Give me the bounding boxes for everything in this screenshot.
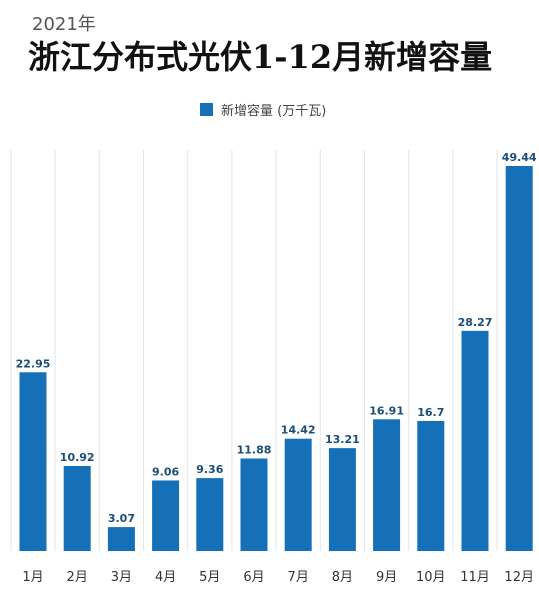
bar-11月 xyxy=(461,330,489,551)
data-label: 10.92 xyxy=(60,451,95,464)
bar-1月 xyxy=(19,372,47,551)
x-tick-label: 2月 xyxy=(67,570,88,585)
x-tick-label: 3月 xyxy=(111,570,132,585)
data-label: 22.95 xyxy=(16,357,51,370)
bar-5月 xyxy=(196,478,224,551)
data-label: 3.07 xyxy=(108,512,135,525)
legend: 新增容量 (万千瓦) xyxy=(200,100,326,119)
data-label: 16.91 xyxy=(369,404,404,417)
x-tick-label: 12月 xyxy=(504,570,534,585)
data-label: 16.7 xyxy=(417,406,444,419)
legend-swatch xyxy=(200,103,213,116)
chart-title: 浙江分布式光伏1-12月新增容量 xyxy=(28,38,493,76)
bar-3月 xyxy=(107,527,135,551)
x-tick-label: 6月 xyxy=(243,570,264,585)
bar-8月 xyxy=(328,448,356,551)
bar-4月 xyxy=(152,480,180,551)
x-tick-label: 7月 xyxy=(288,570,309,585)
bar-7月 xyxy=(284,438,312,551)
x-tick-label: 8月 xyxy=(332,570,353,585)
x-tick-label: 11月 xyxy=(460,570,490,585)
chart-subtitle: 2021年 xyxy=(32,14,96,35)
data-label: 28.27 xyxy=(458,316,493,329)
bar-6月 xyxy=(240,458,268,551)
x-tick-label: 9月 xyxy=(376,570,397,585)
x-tick-label: 10月 xyxy=(416,570,446,585)
legend-label: 新增容量 (万千瓦) xyxy=(221,104,327,119)
x-tick-label: 4月 xyxy=(155,570,176,585)
x-tick-label: 1月 xyxy=(22,570,43,585)
bar-9月 xyxy=(373,419,401,551)
bar-12月 xyxy=(505,166,533,551)
x-tick-label: 5月 xyxy=(199,570,220,585)
data-label: 11.88 xyxy=(237,443,272,456)
data-label: 14.42 xyxy=(281,424,316,437)
data-label: 13.21 xyxy=(325,433,360,446)
data-label: 49.44 xyxy=(502,151,537,164)
data-label: 9.36 xyxy=(196,463,223,476)
bar-2月 xyxy=(63,465,91,551)
bar-10月 xyxy=(417,420,445,551)
data-label: 9.06 xyxy=(152,465,179,478)
